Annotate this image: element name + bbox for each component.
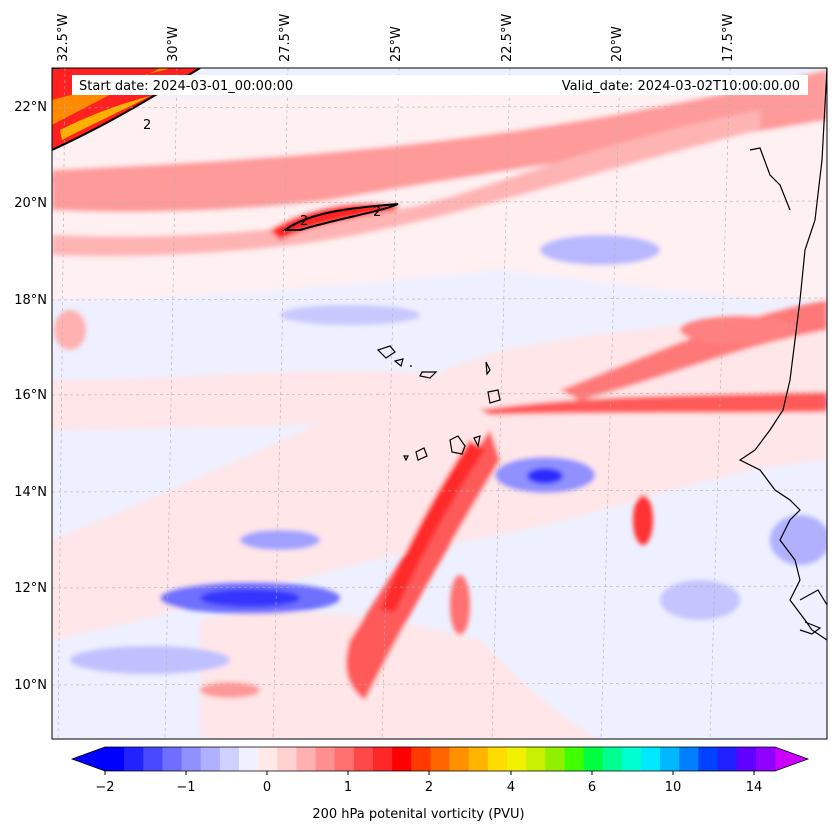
colorbar-swatch [181,747,202,771]
colorbar-swatch [353,747,374,771]
colorbar-swatch [679,747,699,771]
colorbar-swatch [296,747,317,771]
colorbar-tick-label: 10 [665,780,682,795]
lon-label: 32.5°W [56,14,71,62]
lat-label: 12°N [14,581,47,596]
vorticity-field [52,68,827,739]
colorbar-swatch [373,747,393,771]
colorbar-swatch [430,747,451,771]
lat-label: 22°N [14,100,47,115]
colorbar-tick-label: 4 [507,780,515,795]
colorbar-swatch [736,747,757,771]
african-coastline [738,68,827,641]
lat-label: 18°N [14,293,47,308]
colorbar-swatch [200,747,221,771]
contour-label: 2 [300,214,308,229]
colorbar-swatch [621,747,642,771]
red-blob-1 [633,495,653,545]
colorbar-swatch [258,747,278,771]
contour-label: 2 [143,118,151,133]
lon-label: 20°W [610,26,625,62]
colorbar-swatch [487,747,508,771]
colorbar-tick-label: −1 [176,780,195,795]
blue-patch-10 [280,305,420,325]
longitude-labels: 32.5°W 30°W 27.5°W 25°W 22.5°W 20°W 17.5… [56,14,736,62]
contour-label: 2 [373,205,381,220]
lon-label: 30°W [166,26,181,62]
colorbar-swatch [219,747,240,771]
blue-patch-5 [70,646,230,674]
red-band-upper [52,70,827,212]
colorbar-swatch [239,747,259,771]
pink-region-2 [52,371,827,430]
colorbar-swatch [124,747,144,771]
colorbar-swatch [526,747,546,771]
colorbar-swatch [277,747,297,771]
colorbar-title: 200 hPa potenital vorticity (PVU) [312,807,525,822]
lat-label: 10°N [14,678,47,693]
lat-label: 14°N [14,485,47,500]
colorbar-swatch [583,747,604,771]
colorbar-swatch [162,747,183,771]
colorbar-swatch [315,747,336,771]
colorbar-tick-label: 1 [344,780,352,795]
lon-label: 27.5°W [278,14,293,62]
colorbar-swatch [507,747,527,771]
colorbar-tick-label: 6 [588,780,596,795]
colorbar-tick-label: 0 [263,780,271,795]
colorbar-swatch [717,747,738,771]
colorbar-swatch [698,747,719,771]
colorbar-swatch [449,747,470,771]
gridlines [52,68,827,739]
colorbar-swatch [641,747,661,771]
colorbar-tick-label: 14 [746,780,763,795]
blue-patch-6 [540,235,660,265]
valid-date-label: Valid_date: 2024-03-02T10:00:00.00 [562,79,800,94]
blue-patch-8 [770,515,827,565]
red-band-mid [480,392,827,415]
colorbar-swatch [334,747,355,771]
pv-2-contour-mid [281,203,399,231]
colorbar-swatch [468,747,489,771]
latitude-labels: 22°N 20°N 18°N 16°N 14°N 12°N 10°N [14,100,47,693]
colorbar-extend-high [775,747,808,771]
lat-label: 16°N [14,388,47,403]
colorbar-swatch [602,747,623,771]
colorbar-tick-label: 2 [425,780,433,795]
pink-region-4 [200,611,600,739]
colorbar-swatch [564,747,585,771]
colorbar-swatch [143,747,163,771]
lon-label: 17.5°W [721,14,736,62]
cape-verde-islands [376,345,501,462]
colorbar-extend-low [72,747,105,771]
colorbar-swatch [545,747,565,771]
plot-frame [51,67,828,740]
blue-patch-7 [660,580,740,620]
colorbar-swatch [755,747,776,771]
colorbar-tick-label: −2 [95,780,114,795]
colorbar-swatch [660,747,680,771]
date-info-box [72,75,808,95]
lon-label: 25°W [389,26,404,62]
start-date-label: Start date: 2024-03-01_00:00:00 [79,79,293,94]
colorbar-swatch [105,747,125,771]
lon-label: 22.5°W [500,14,515,62]
lat-label: 20°N [14,196,47,211]
colorbar: −2 −1 0 1 2 4 6 10 14 [70,746,810,795]
blue-patch-4 [240,530,320,550]
colorbar-swatch [411,747,431,771]
colorbar-swatch [392,747,412,771]
